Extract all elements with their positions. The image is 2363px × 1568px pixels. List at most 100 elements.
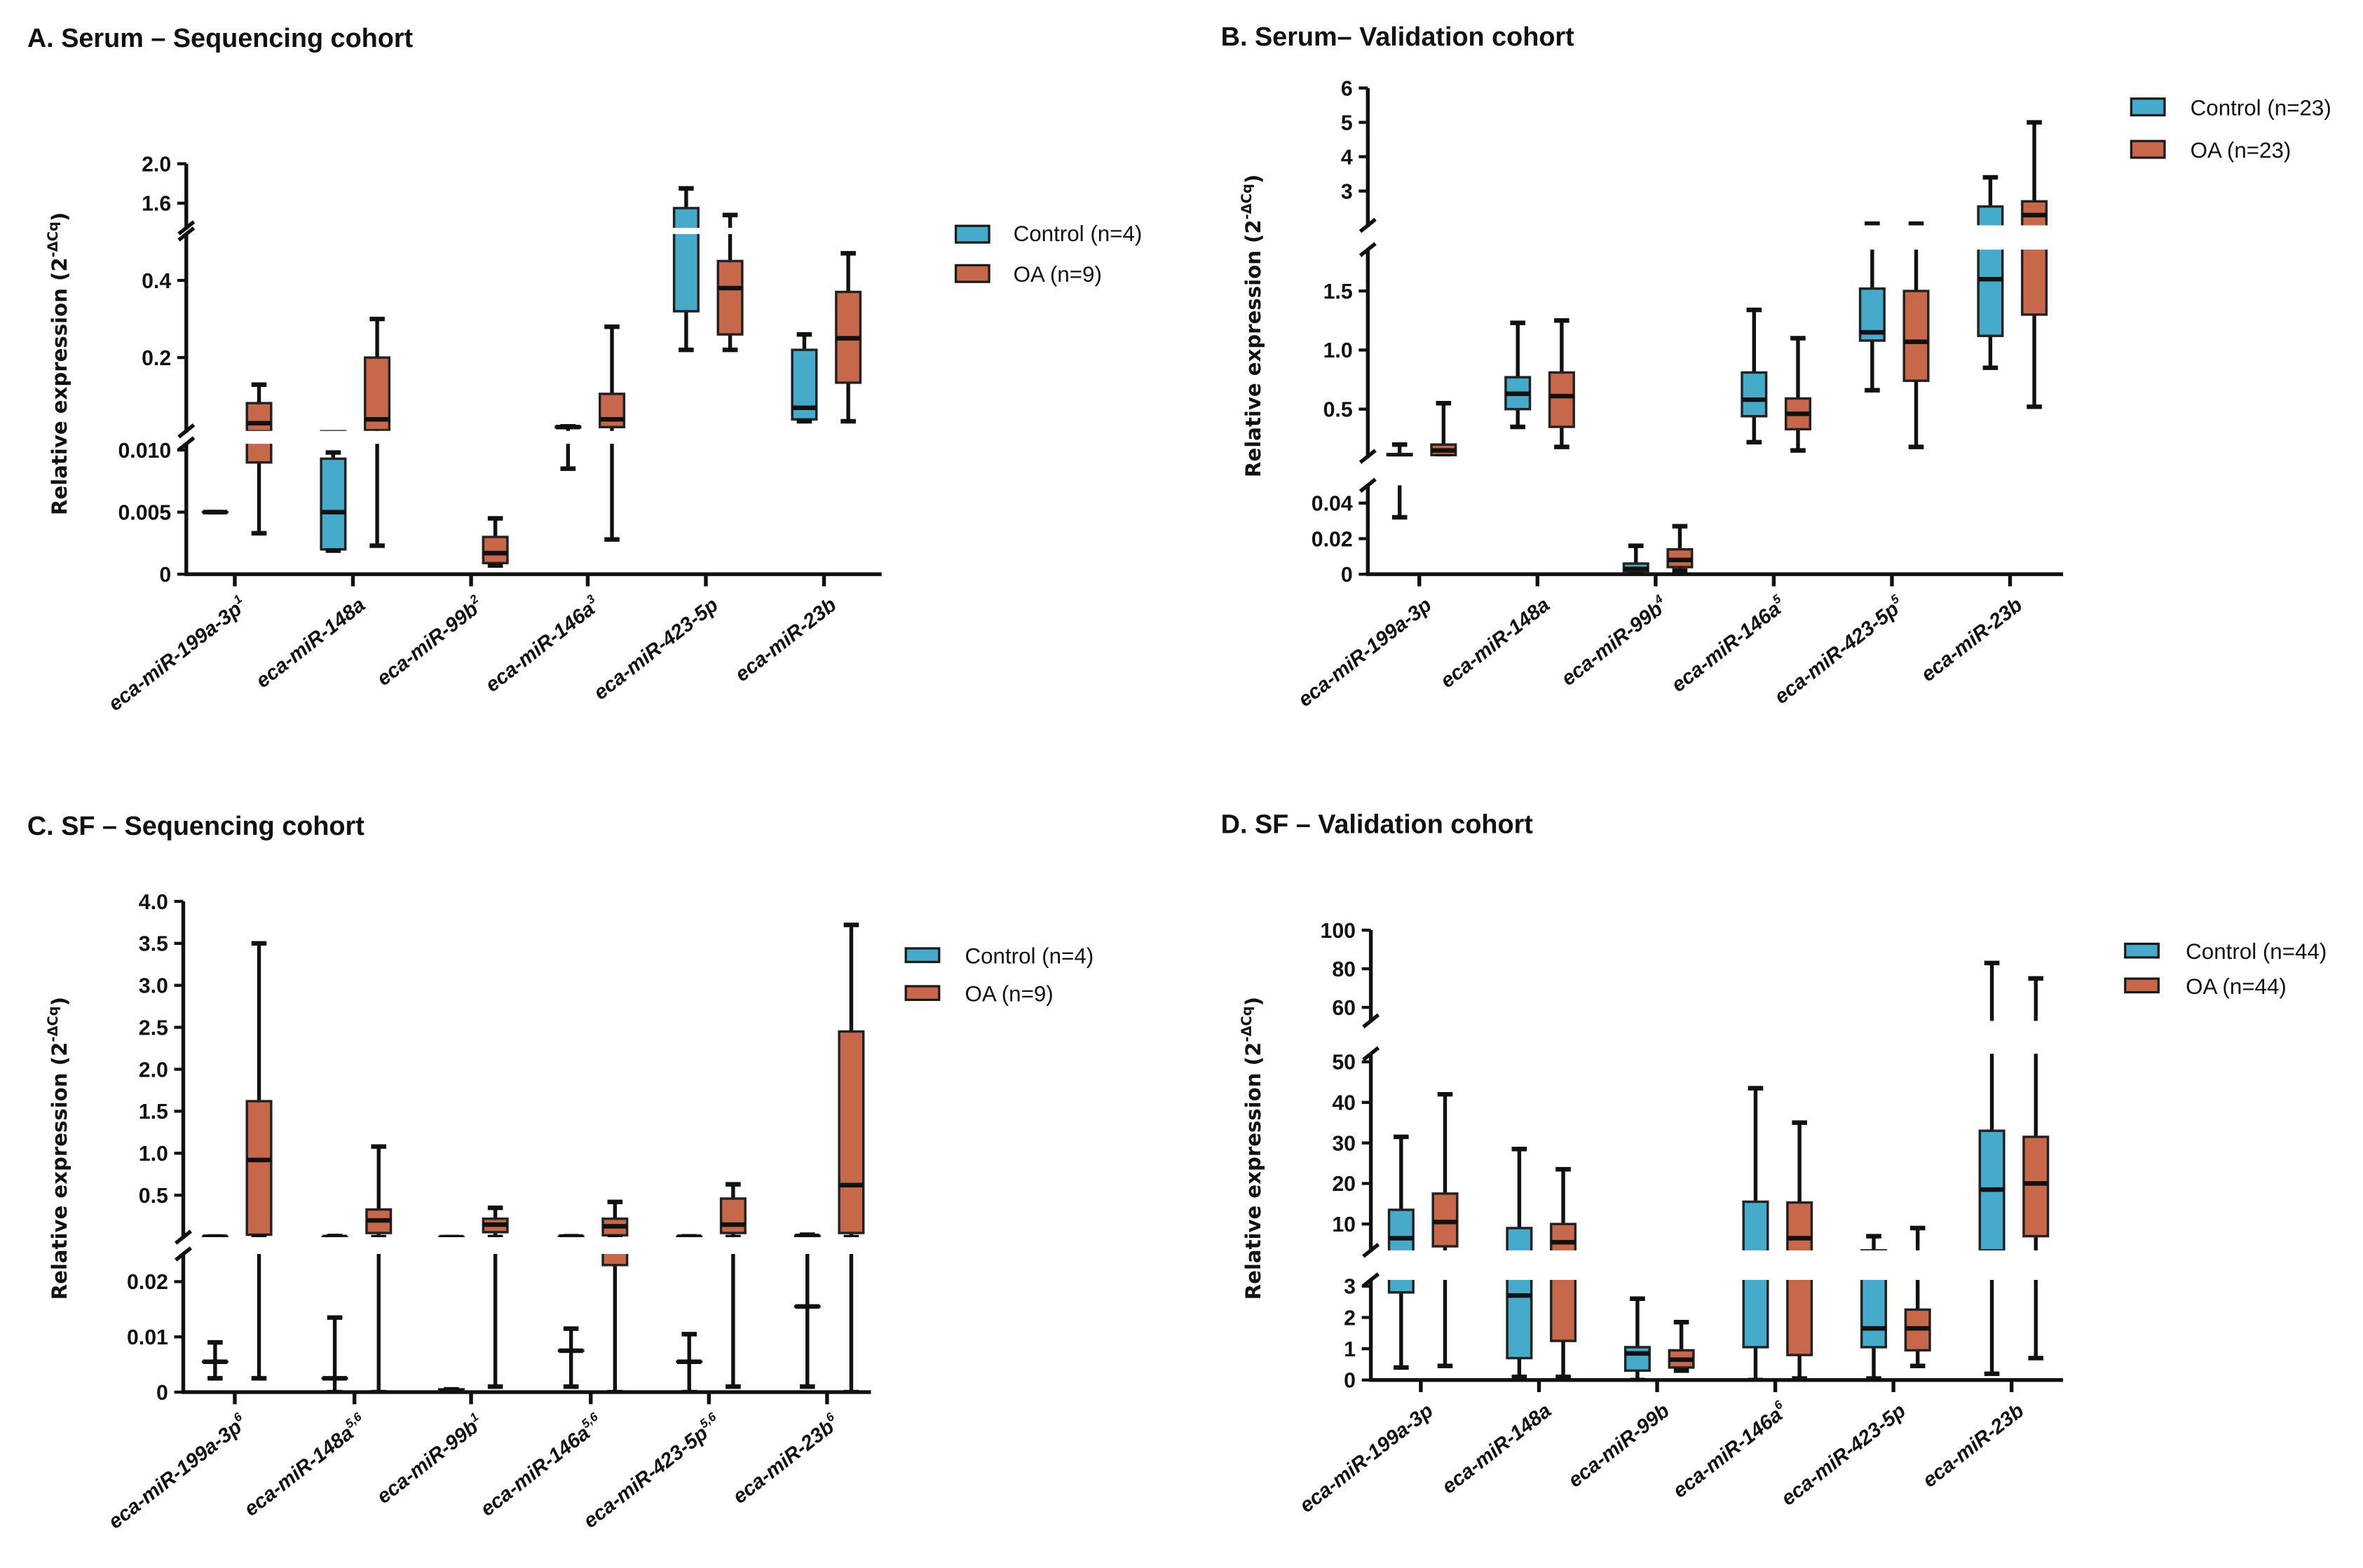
legend-swatch-control bbox=[2130, 97, 2166, 117]
box-segment bbox=[791, 332, 818, 424]
box-oa bbox=[838, 922, 865, 1393]
y-tick-label: 100 bbox=[1321, 920, 1356, 943]
box-iqr bbox=[1977, 250, 2004, 337]
box-iqr bbox=[1786, 1201, 1813, 1250]
y-tick-label: 3.5 bbox=[139, 933, 168, 956]
box-segment bbox=[598, 324, 626, 431]
y-tick-label: 2.5 bbox=[139, 1016, 168, 1039]
box-oa bbox=[245, 941, 273, 1381]
y-tick-label: 2.0 bbox=[142, 153, 171, 176]
box-iqr bbox=[672, 233, 700, 313]
box-segment bbox=[369, 444, 385, 548]
y-tick-label: 6 bbox=[1341, 77, 1353, 100]
box-oa bbox=[1666, 524, 1694, 573]
axis-break-mark bbox=[177, 220, 196, 236]
box-control bbox=[1977, 175, 2004, 370]
y-tick-label: 10 bbox=[1332, 1213, 1356, 1236]
box-segment bbox=[601, 1254, 629, 1393]
y-tick-label: 0 bbox=[1344, 1370, 1356, 1393]
y-tick-label: 40 bbox=[1332, 1092, 1356, 1115]
axis-break-mark bbox=[1362, 1272, 1380, 1288]
box-segment bbox=[601, 1199, 629, 1238]
box-oa bbox=[1902, 221, 1930, 449]
y-tick-label: 0.5 bbox=[139, 1185, 168, 1208]
box-segment bbox=[437, 1386, 465, 1393]
box-segment bbox=[794, 1232, 821, 1238]
y-tick-label: 2 bbox=[1344, 1307, 1356, 1330]
box-segment bbox=[245, 444, 273, 536]
box-iqr bbox=[1387, 1208, 1415, 1250]
axis-break-mark bbox=[1358, 449, 1377, 464]
box-control bbox=[672, 186, 700, 353]
box-segment bbox=[487, 1254, 503, 1389]
y-tick-label: 0.02 bbox=[127, 1271, 168, 1294]
box-segment bbox=[1978, 1054, 2006, 1250]
box-segment bbox=[201, 1234, 229, 1238]
box-control bbox=[554, 423, 582, 471]
box-iqr bbox=[1550, 1279, 1577, 1342]
box-oa bbox=[1904, 1225, 1931, 1368]
box-segment bbox=[1741, 307, 1768, 445]
box-iqr bbox=[1902, 289, 1930, 382]
box-iqr bbox=[1860, 1279, 1888, 1349]
y-axis-label: Relative expression (2-ΔCq) bbox=[45, 997, 71, 1300]
box-control bbox=[1506, 1147, 1533, 1379]
box-segment bbox=[604, 444, 620, 542]
box-segment bbox=[1742, 1086, 1769, 1250]
box-segment bbox=[726, 1254, 741, 1389]
box-segment bbox=[1908, 221, 1924, 226]
box-oa bbox=[601, 1199, 629, 1393]
box-oa bbox=[716, 212, 744, 353]
box-segment bbox=[1387, 1279, 1415, 1370]
box-segment bbox=[1786, 1279, 1813, 1380]
y-tick-label: 5 bbox=[1341, 111, 1353, 135]
legend-label-oa: OA (n=9) bbox=[965, 982, 1053, 1007]
y-tick-label: 0 bbox=[159, 564, 171, 587]
legend: Control (n=44) OA (n=44) bbox=[2124, 939, 2327, 999]
box-segment bbox=[1387, 1134, 1415, 1250]
legend: Control (n=23) OA (n=23) bbox=[2130, 95, 2331, 163]
box-control bbox=[794, 1232, 821, 1389]
y-tick-label: 3.0 bbox=[139, 975, 168, 998]
box-segment bbox=[245, 382, 273, 431]
y-tick-label: 80 bbox=[1332, 958, 1356, 981]
box-segment bbox=[2028, 976, 2044, 1021]
legend-label-oa: OA (n=9) bbox=[1014, 262, 1102, 287]
box-segment bbox=[1391, 485, 1408, 520]
y-axis-label: Relative expression (2-ΔCq) bbox=[1239, 997, 1265, 1300]
box-iqr bbox=[2021, 250, 2048, 316]
box-segment bbox=[321, 1234, 348, 1238]
legend-swatch-oa bbox=[954, 264, 990, 283]
box-segment bbox=[1623, 1296, 1651, 1380]
box-oa bbox=[835, 251, 862, 424]
box-oa bbox=[1786, 1120, 1813, 1380]
box-oa bbox=[598, 324, 626, 542]
box-oa bbox=[482, 516, 509, 568]
box-segment bbox=[2021, 250, 2048, 409]
box-segment bbox=[1504, 320, 1532, 430]
box-segment bbox=[1668, 1319, 1695, 1373]
y-tick-label: 1.0 bbox=[139, 1143, 168, 1166]
box-iqr bbox=[1506, 1227, 1533, 1250]
box-segment bbox=[1742, 1279, 1769, 1380]
box-segment bbox=[1430, 401, 1457, 457]
box-control bbox=[320, 430, 347, 553]
box-segment bbox=[482, 516, 509, 568]
box-segment bbox=[1622, 543, 1649, 575]
y-tick-label: 4.0 bbox=[139, 891, 168, 914]
axis-break-mark bbox=[1358, 242, 1377, 257]
box-segment bbox=[1386, 442, 1413, 457]
box-iqr bbox=[482, 536, 509, 564]
box-iqr bbox=[1548, 371, 1575, 428]
legend: Control (n=4) OA (n=9) bbox=[904, 944, 1094, 1007]
legend-swatch-oa bbox=[2130, 139, 2166, 159]
box-iqr bbox=[2022, 1136, 2050, 1238]
legend-swatch-oa bbox=[2124, 977, 2160, 994]
legend-label-oa: OA (n=23) bbox=[2191, 138, 2292, 163]
y-tick-label: 0.01 bbox=[127, 1326, 168, 1349]
legend-swatch-control bbox=[904, 947, 941, 964]
y-tick-label: 4 bbox=[1341, 146, 1353, 169]
box-segment bbox=[245, 941, 273, 1238]
